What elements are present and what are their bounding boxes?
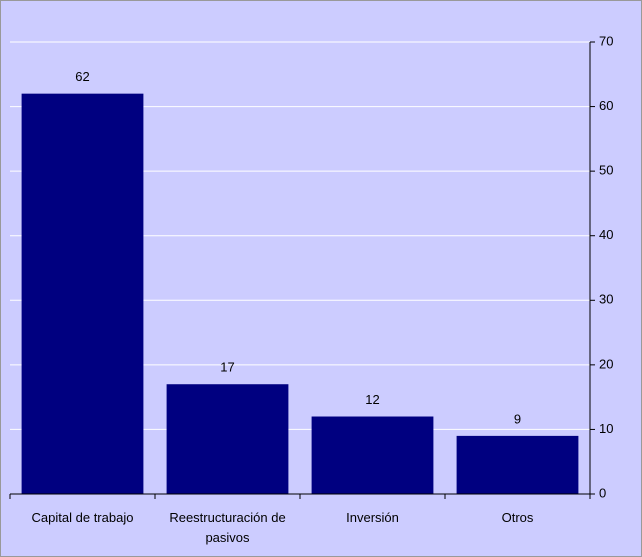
bar (311, 416, 434, 494)
y-tick-label: 70 (599, 33, 613, 48)
x-tick-label: Inversión (346, 510, 399, 525)
y-tick-label: 0 (599, 485, 606, 500)
x-tick-label: Reestructuración de pasivos (169, 510, 286, 545)
x-tick-label-box: Inversión (346, 510, 399, 525)
x-tick-label: Otros (501, 510, 534, 525)
bar (456, 435, 579, 494)
x-tick-label-box: Reestructuración de pasivos (169, 510, 286, 545)
x-tick-label-box: Capital de trabajo (31, 510, 134, 525)
data-label: 12 (365, 392, 379, 407)
y-tick-label: 60 (599, 98, 613, 113)
data-label: 62 (75, 69, 89, 84)
y-tick-label: 30 (599, 292, 613, 307)
y-tick-label: 40 (599, 227, 613, 242)
x-tick-label-box: Otros (501, 510, 534, 525)
bar (21, 93, 144, 495)
x-tick-label: Capital de trabajo (31, 510, 134, 525)
data-label: 17 (220, 360, 234, 375)
data-label: 9 (514, 411, 521, 426)
y-tick-label: 50 (599, 163, 613, 178)
y-tick-label: 10 (599, 421, 613, 436)
bar (166, 384, 289, 494)
y-tick-label: 20 (599, 356, 613, 371)
